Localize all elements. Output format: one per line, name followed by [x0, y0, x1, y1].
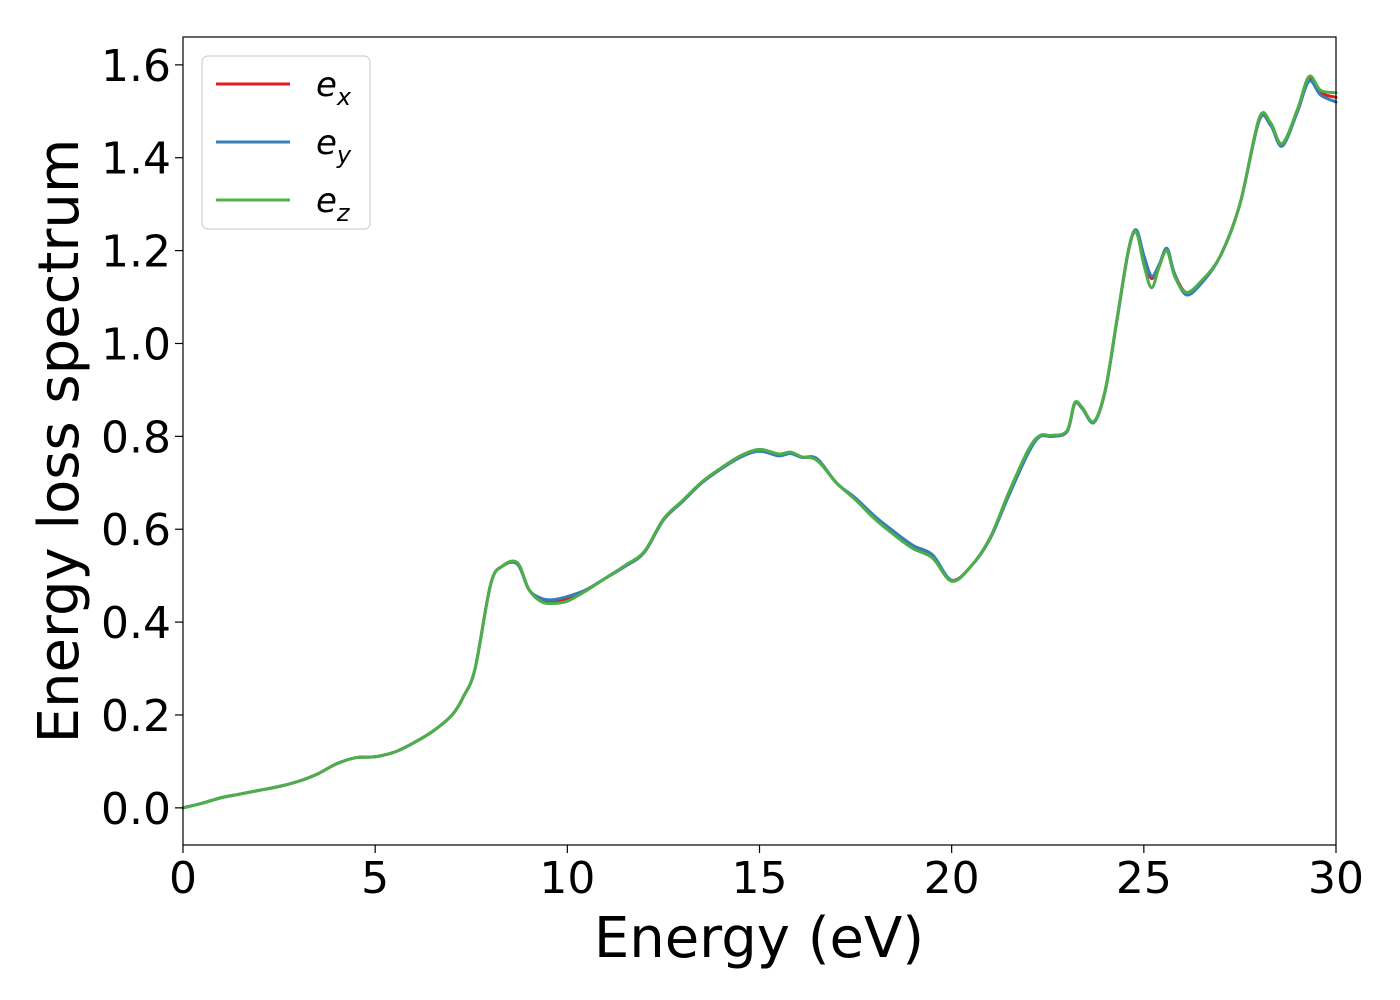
y-tick-label: 0.0 — [101, 784, 171, 835]
y-tick-label: 1.6 — [101, 41, 171, 92]
y-tick-label: 0.4 — [101, 598, 171, 649]
legend-label-z: ez — [316, 181, 351, 227]
legend-label-y: ey — [316, 123, 352, 169]
y-tick-label: 0.8 — [101, 412, 171, 463]
x-axis: 0 5 10 15 20 25 30 — [169, 845, 1364, 904]
legend: ex ey ez — [201, 55, 371, 230]
x-tick-label: 15 — [732, 853, 788, 904]
y-axis-label: Energy loss spectrum — [27, 139, 92, 744]
legend-label-x: ex — [316, 65, 352, 111]
x-tick-label: 20 — [924, 853, 980, 904]
plot-lines — [181, 74, 1338, 810]
y-tick-label: 0.6 — [101, 505, 171, 556]
x-axis-label: Energy (eV) — [594, 906, 924, 971]
x-tick-label: 0 — [169, 853, 197, 904]
y-tick-label: 1.0 — [101, 319, 171, 370]
y-tick-label: 1.4 — [101, 134, 171, 185]
x-tick-label: 25 — [1116, 853, 1172, 904]
y-tick-label: 1.2 — [101, 227, 171, 278]
x-tick-label: 30 — [1308, 853, 1364, 904]
x-tick-label: 5 — [361, 853, 389, 904]
y-tick-label: 0.2 — [101, 691, 171, 742]
y-axis: 0.0 0.2 0.4 0.6 0.8 1.0 1.2 1.4 1.6 — [101, 41, 183, 835]
series-line-z — [181, 74, 1338, 810]
x-tick-label: 10 — [539, 853, 595, 904]
